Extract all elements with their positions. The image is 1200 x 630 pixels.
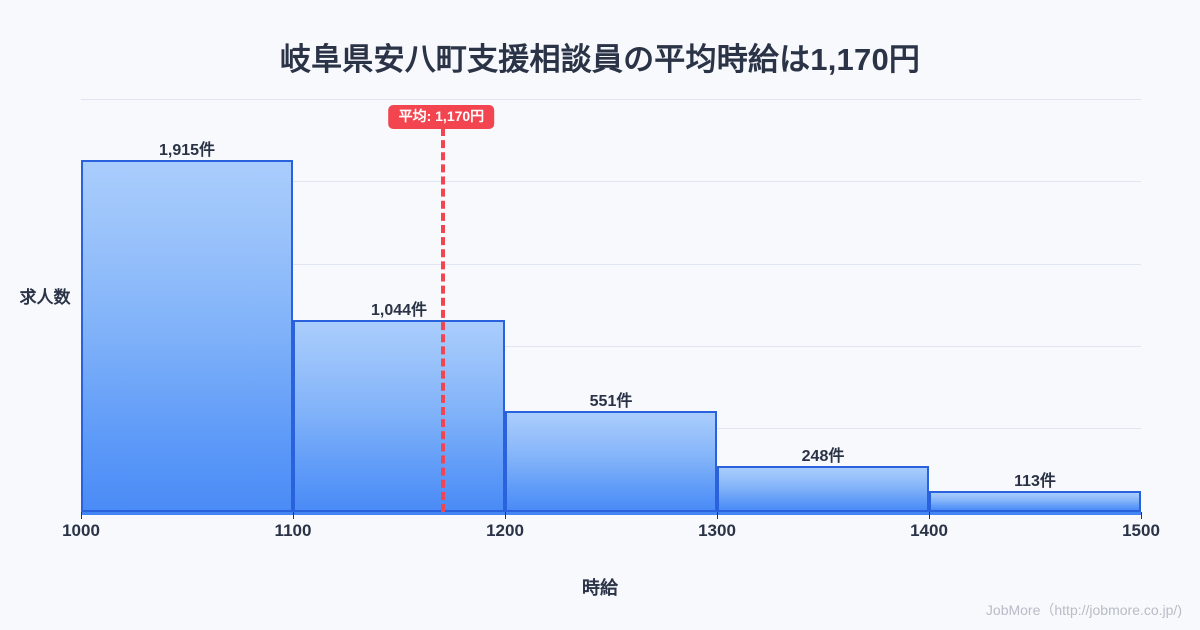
bar[interactable] [81, 159, 293, 512]
x-axis-tick-label: 1200 [486, 521, 524, 540]
x-axis-tick-label: 1100 [274, 521, 312, 540]
gridline [81, 99, 1141, 100]
plot-area: 1,915件 1,044件 551件 248件 113件 [81, 99, 1141, 512]
bar-value-label: 113件 [1014, 473, 1056, 491]
gridline [81, 264, 1141, 265]
x-axis-tick-label: 1000 [62, 521, 100, 540]
x-axis-tick-mark [1141, 512, 1142, 519]
bar-value-label: 1,044件 [370, 302, 428, 320]
footer-watermark: JobMore（http://jobmore.co.jp/) [985, 602, 1182, 618]
x-axis-tick-label: 1400 [910, 521, 948, 540]
x-axis-tick-mark [929, 512, 930, 519]
gridline [81, 181, 1141, 182]
bar[interactable] [717, 466, 929, 512]
x-axis-tick-label: 1500 [1122, 521, 1160, 540]
average-line-marker [441, 128, 446, 512]
gridline [81, 346, 1141, 347]
x-axis-tick-mark [717, 512, 718, 519]
average-badge: 平均: 1,170円 [388, 105, 495, 130]
y-axis-title: 求人数 [19, 288, 71, 307]
x-axis-tick-label: 1300 [698, 521, 736, 540]
x-axis-tick-mark [293, 512, 294, 519]
bar[interactable] [293, 320, 505, 512]
bar-value-label: 551件 [589, 392, 633, 410]
chart-title: 岐阜県安八町支援相談員の平均時給は1,170円 [279, 42, 921, 77]
x-axis-title: 時給 [582, 578, 618, 598]
x-axis-tick-mark [505, 512, 506, 519]
bar-value-label: 1,915件 [158, 141, 216, 159]
x-axis-line [81, 512, 1141, 515]
x-axis-tick-mark [81, 512, 82, 519]
bar[interactable] [505, 410, 717, 512]
bar[interactable] [929, 491, 1141, 512]
bar-value-label: 248件 [801, 448, 845, 466]
